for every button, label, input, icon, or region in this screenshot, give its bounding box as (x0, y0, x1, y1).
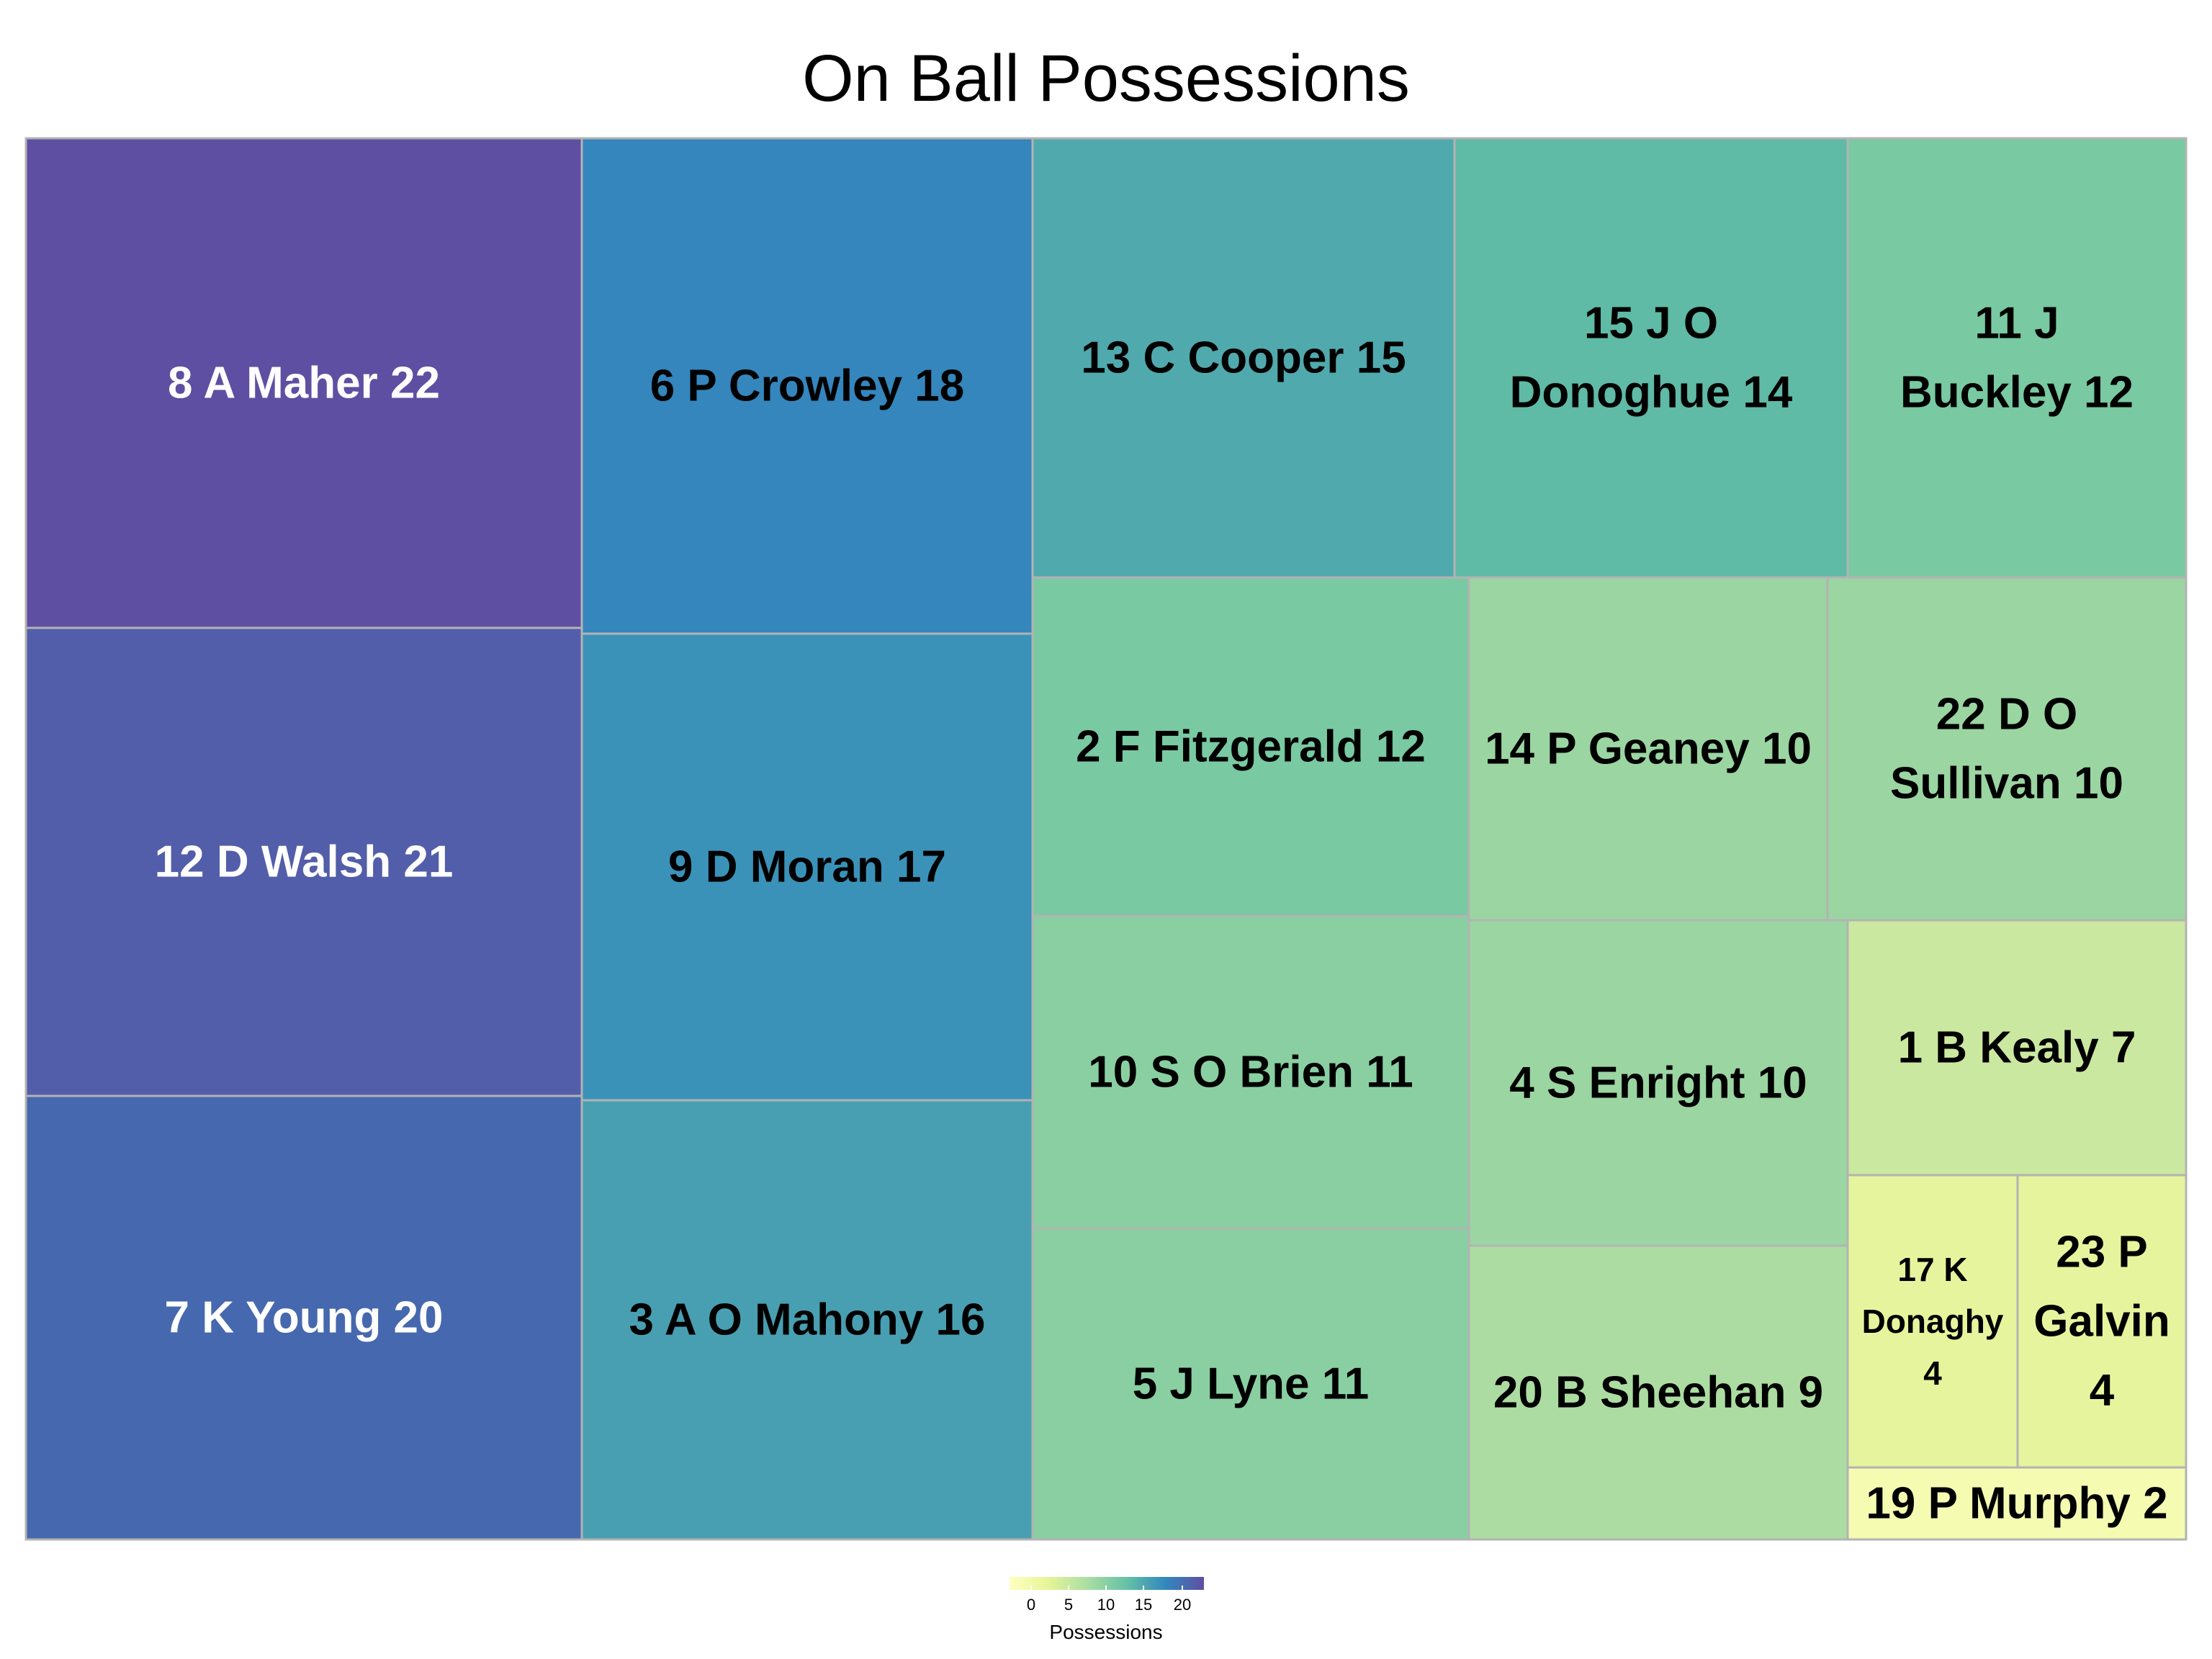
treemap-cell-label: 4 S Enright 10 (1509, 1058, 1807, 1108)
treemap-rect (1846, 919, 2188, 1177)
treemap-rect (2016, 1174, 2188, 1469)
treemap-rect (1846, 1466, 2188, 1541)
treemap-cell-20-b-sheehan-9: 20 B Sheehan 9 (1467, 1244, 1849, 1541)
treemap-cell-label: 6 P Crowley 18 (650, 361, 965, 411)
treemap-cell-label: Donaghy (1862, 1303, 2004, 1340)
treemap-cell-label: 1 B Kealy 7 (1898, 1023, 2136, 1073)
treemap-cell-8-a-maher-22: 8 A Maher 22 (24, 137, 583, 629)
treemap-cell-6-p-crowley-18: 6 P Crowley 18 (580, 137, 1034, 635)
colorbar-tick-label: 15 (1135, 1596, 1152, 1614)
chart-title: On Ball Possessions (802, 42, 1410, 115)
treemap-cell-17-k-donaghy-4: 17 K Donaghy 4 (1846, 1174, 2019, 1469)
treemap-cell-label: Donoghue 14 (1510, 368, 1793, 418)
treemap-cell-label: Buckley 12 (1900, 368, 2134, 418)
treemap-cell-label: 3 A O Mahony 16 (629, 1295, 986, 1345)
colorbar-tick-label: 0 (1027, 1596, 1035, 1614)
treemap-cell-label: 23 P (2056, 1228, 2148, 1277)
colorbar-tick-label: 20 (1174, 1596, 1191, 1614)
colorbar-title: Possessions (1049, 1621, 1162, 1643)
treemap-cell-2-f-fitzgerald-12: 2 F Fitzgerald 12 (1031, 576, 1470, 917)
treemap-cell-label: 8 A Maher 22 (168, 359, 440, 408)
treemap-cell-label: 19 P Murphy 2 (1866, 1479, 2167, 1529)
treemap-cell-label: 17 K (1897, 1251, 1967, 1288)
treemap-rect (1467, 919, 1849, 1247)
treemap-cell-13-c-cooper-15: 13 C Cooper 15 (1031, 137, 1456, 579)
treemap-cell-label: 4 (1923, 1354, 1942, 1392)
treemap-rect (580, 632, 1034, 1102)
treemap-cell-label: Sullivan 10 (1890, 759, 2123, 809)
treemap-cell-label: 15 J O (1584, 299, 1718, 349)
treemap-cell-label: 13 C Cooper 15 (1081, 333, 1406, 383)
treemap-cell-label: 12 D Walsh 21 (155, 837, 454, 887)
colorbar-legend: 0 5 10 15 20 Possessions (1010, 1577, 1204, 1643)
treemap-cell-label: Galvin (2033, 1297, 2170, 1346)
colorbar (1010, 1577, 1204, 1590)
treemap-rect (1031, 137, 1456, 579)
treemap-cell-23-p-galvin-4: 23 P Galvin 4 (2016, 1174, 2188, 1469)
treemap-rect (1826, 576, 2188, 922)
treemap-cell-label: 11 J (1974, 299, 2059, 349)
treemap-cell-19-p-murphy-2: 19 P Murphy 2 (1846, 1466, 2188, 1541)
treemap-cell-14-p-geaney-10: 14 P Geaney 10 (1467, 576, 1829, 922)
treemap-rect (24, 137, 583, 629)
treemap-cell-label: 10 S O Brien 11 (1088, 1048, 1413, 1097)
treemap-rect (1453, 137, 1849, 579)
treemap-cell-10-s-o-brien-11: 10 S O Brien 11 (1031, 914, 1470, 1230)
colorbar-tick-label: 5 (1064, 1596, 1073, 1614)
treemap-cell-label: 5 J Lyne 11 (1133, 1359, 1370, 1409)
treemap-cell-label: 20 B Sheehan 9 (1493, 1368, 1823, 1418)
treemap-rect (1031, 576, 1470, 917)
treemap-cell-3-a-o-mahony-16: 3 A O Mahony 16 (580, 1099, 1034, 1541)
treemap-rect (1846, 137, 2188, 579)
treemap-cells: 8 A Maher 22 12 D Walsh 21 7 K Young 20 6 P… (24, 137, 2188, 1541)
treemap-rect (24, 626, 583, 1097)
treemap-rect (24, 1094, 583, 1541)
treemap-cell-11-j-buckley-12: 11 J Buckley 12 (1846, 137, 2188, 579)
treemap-cell-4-s-enright-10: 4 S Enright 10 (1467, 919, 1849, 1247)
treemap-cell-label: 22 D O (1936, 690, 2077, 739)
treemap-rect (580, 137, 1034, 635)
treemap-rect (1467, 1244, 1849, 1541)
treemap-cell-5-j-lyne-11: 5 J Lyne 11 (1031, 1227, 1470, 1541)
treemap-cell-label: 9 D Moran 17 (668, 842, 946, 892)
treemap-cell-12-d-walsh-21: 12 D Walsh 21 (24, 626, 583, 1097)
treemap-cell-label: 14 P Geaney 10 (1485, 724, 1812, 774)
treemap-cell-label: 7 K Young 20 (164, 1293, 443, 1343)
treemap-rect (1846, 1174, 2019, 1469)
treemap-cell-1-b-kealy-7: 1 B Kealy 7 (1846, 919, 2188, 1177)
treemap-cell-22-d-o-sullivan-10: 22 D O Sullivan 10 (1826, 576, 2188, 922)
treemap-rect (580, 1099, 1034, 1541)
treemap-cell-9-d-moran-17: 9 D Moran 17 (580, 632, 1034, 1102)
treemap-rect (1031, 1227, 1470, 1541)
treemap-cell-15-j-o-donoghue-14: 15 J O Donoghue 14 (1453, 137, 1849, 579)
treemap-cell-label: 4 (2090, 1366, 2115, 1416)
treemap-cell-7-k-young-20: 7 K Young 20 (24, 1094, 583, 1541)
colorbar-tick-label: 10 (1097, 1596, 1115, 1614)
treemap-cell-label: 2 F Fitzgerald 12 (1076, 722, 1426, 772)
